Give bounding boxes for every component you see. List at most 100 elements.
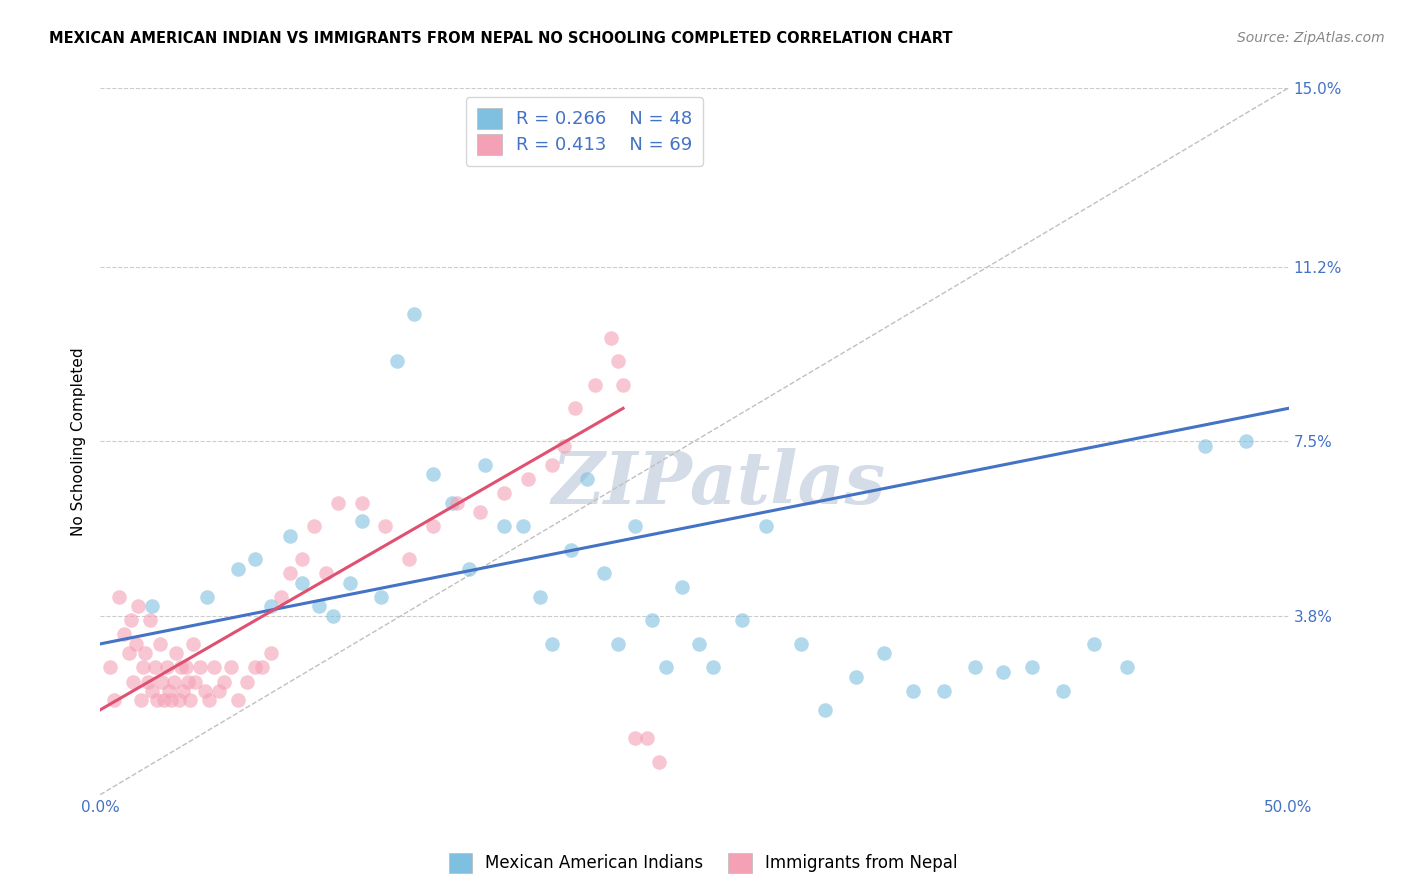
Point <box>167 693 190 707</box>
Point <box>422 467 444 482</box>
Point <box>339 575 361 590</box>
Point <box>370 590 392 604</box>
Point <box>177 674 200 689</box>
Point <box>202 660 225 674</box>
Point <box>474 458 496 472</box>
Point <box>901 684 924 698</box>
Point <box>624 731 647 746</box>
Point <box>1194 439 1216 453</box>
Point <box>132 660 155 674</box>
Point <box>148 637 170 651</box>
Point <box>163 674 186 689</box>
Point <box>612 377 634 392</box>
Point <box>671 580 693 594</box>
Point <box>440 495 463 509</box>
Point <box>322 608 344 623</box>
Point <box>308 599 330 614</box>
Point <box>374 519 396 533</box>
Point <box>1052 684 1074 698</box>
Point <box>790 637 813 651</box>
Point <box>873 646 896 660</box>
Point <box>195 590 218 604</box>
Point <box>141 684 163 698</box>
Point <box>157 684 180 698</box>
Point <box>963 660 986 674</box>
Point <box>122 674 145 689</box>
Point <box>226 693 249 707</box>
Point <box>243 552 266 566</box>
Point <box>270 590 292 604</box>
Point <box>160 693 183 707</box>
Point <box>165 646 187 660</box>
Point <box>118 646 141 660</box>
Point <box>278 566 301 581</box>
Text: ZIPatlas: ZIPatlas <box>551 448 886 519</box>
Point <box>260 599 283 614</box>
Point <box>1083 637 1105 651</box>
Point <box>141 599 163 614</box>
Point <box>494 519 516 533</box>
Point <box>181 637 204 651</box>
Point <box>170 660 193 674</box>
Point <box>129 693 152 707</box>
Point <box>457 561 479 575</box>
Point <box>350 515 373 529</box>
Point <box>125 637 148 651</box>
Point <box>446 495 468 509</box>
Point <box>607 354 630 368</box>
Point <box>1021 660 1043 674</box>
Point <box>291 552 314 566</box>
Point <box>655 660 678 674</box>
Point <box>553 439 575 453</box>
Point <box>250 660 273 674</box>
Point <box>845 670 868 684</box>
Point <box>326 495 349 509</box>
Point <box>108 590 131 604</box>
Point <box>1234 434 1257 449</box>
Point <box>600 331 623 345</box>
Point <box>517 472 540 486</box>
Point <box>540 637 562 651</box>
Point <box>624 519 647 533</box>
Point <box>150 674 173 689</box>
Point <box>236 674 259 689</box>
Point <box>576 472 599 486</box>
Point <box>583 377 606 392</box>
Legend: Mexican American Indians, Immigrants from Nepal: Mexican American Indians, Immigrants fro… <box>441 847 965 880</box>
Point <box>731 613 754 627</box>
Point <box>814 703 837 717</box>
Point <box>198 693 221 707</box>
Legend: R = 0.266    N = 48, R = 0.413    N = 69: R = 0.266 N = 48, R = 0.413 N = 69 <box>465 97 703 166</box>
Point <box>607 637 630 651</box>
Point <box>172 684 194 698</box>
Point <box>702 660 724 674</box>
Text: Source: ZipAtlas.com: Source: ZipAtlas.com <box>1237 31 1385 45</box>
Point <box>636 731 658 746</box>
Point <box>647 755 669 769</box>
Y-axis label: No Schooling Completed: No Schooling Completed <box>72 347 86 535</box>
Point <box>120 613 142 627</box>
Point <box>212 674 235 689</box>
Point <box>143 660 166 674</box>
Point <box>387 354 409 368</box>
Point <box>226 561 249 575</box>
Point <box>98 660 121 674</box>
Point <box>540 458 562 472</box>
Point <box>688 637 710 651</box>
Point <box>529 590 551 604</box>
Point <box>194 684 217 698</box>
Point <box>139 613 162 627</box>
Point <box>174 660 197 674</box>
Point <box>398 552 420 566</box>
Point <box>932 684 955 698</box>
Point <box>208 684 231 698</box>
Point <box>146 693 169 707</box>
Point <box>136 674 159 689</box>
Point <box>243 660 266 674</box>
Point <box>156 660 179 674</box>
Point <box>103 693 125 707</box>
Point <box>755 519 778 533</box>
Point <box>470 505 492 519</box>
Point <box>278 528 301 542</box>
Point <box>112 627 135 641</box>
